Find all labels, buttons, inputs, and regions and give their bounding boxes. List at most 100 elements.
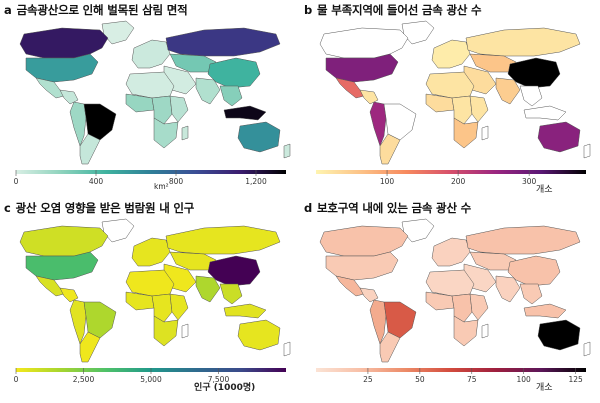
region-indonesia bbox=[523, 105, 567, 121]
region-west-africa bbox=[125, 291, 155, 311]
region-north-africa bbox=[125, 269, 175, 297]
panel-a-title-text: 금속광산으로 인해 벌목된 삼림 면적 bbox=[16, 3, 188, 17]
region-east-africa bbox=[169, 95, 189, 123]
region-usa bbox=[325, 53, 399, 83]
region-mexico bbox=[35, 77, 65, 99]
colorbar-b-tick-label: 300 bbox=[522, 177, 537, 186]
map-a bbox=[19, 20, 291, 165]
region-canada bbox=[19, 27, 109, 59]
region-southeast-asia bbox=[519, 85, 543, 107]
colorbar-d-tick-label: 75 bbox=[467, 375, 477, 384]
region-brazil bbox=[383, 103, 417, 141]
colorbar-d-tick-label: 50 bbox=[415, 375, 425, 384]
region-indonesia bbox=[223, 303, 267, 319]
colorbar-d-gradient bbox=[316, 368, 586, 372]
region-north-africa bbox=[125, 71, 175, 99]
region-nz bbox=[283, 341, 291, 357]
region-south-america-south bbox=[79, 331, 101, 363]
region-southern-africa bbox=[153, 117, 179, 149]
region-brazil bbox=[83, 301, 117, 339]
region-india bbox=[195, 275, 221, 303]
region-greenland bbox=[401, 218, 435, 243]
panel-a-title: a 금속광산으로 인해 벌목된 삼림 면적 bbox=[4, 2, 188, 18]
region-europe bbox=[131, 237, 171, 267]
region-canada bbox=[319, 27, 409, 59]
panel-b-letter: b bbox=[304, 3, 313, 17]
region-south-america-west bbox=[69, 299, 87, 345]
panel-d-letter: d bbox=[304, 201, 313, 215]
colorbar-d: 25 50 75 100 125 bbox=[316, 368, 586, 384]
colorbar-d-tick-label: 100 bbox=[517, 375, 532, 384]
panel-b-title: b 물 부족지역에 들어선 금속 광산 수 bbox=[304, 2, 482, 18]
region-nz bbox=[283, 143, 291, 159]
colorbar-a-tick-label: 0 bbox=[14, 177, 19, 186]
colorbar-d-unit: 개소 bbox=[536, 383, 553, 393]
colorbar-d-tick-label: 25 bbox=[363, 375, 373, 384]
colorbar-b-unit: 개소 bbox=[536, 185, 553, 195]
region-canada bbox=[319, 225, 409, 257]
region-nz bbox=[583, 143, 591, 159]
region-madagascar bbox=[481, 125, 489, 141]
region-russia bbox=[165, 27, 281, 57]
region-south-america-south bbox=[379, 133, 401, 165]
region-east-africa bbox=[469, 95, 489, 123]
panel-a-letter: a bbox=[4, 3, 12, 17]
region-usa bbox=[325, 251, 399, 281]
region-europe bbox=[131, 39, 171, 69]
region-west-africa bbox=[425, 93, 455, 113]
region-southern-africa bbox=[153, 315, 179, 347]
region-india bbox=[195, 77, 221, 105]
colorbar-c-tick-label: 7,500 bbox=[208, 375, 230, 384]
panel-d: d 보호구역 내에 있는 금속 광산 수 25 50 75 100 125 개소 bbox=[304, 200, 594, 396]
region-southeast-asia bbox=[219, 283, 243, 305]
region-central-america bbox=[59, 89, 79, 105]
panel-b-title-text: 물 부족지역에 들어선 금속 광산 수 bbox=[317, 3, 482, 17]
region-madagascar bbox=[481, 323, 489, 339]
colorbar-a-tick-label: 1,200 bbox=[245, 177, 267, 186]
region-south-america-west bbox=[69, 101, 87, 147]
panel-c-title-text: 광산 오염 영향을 받은 범람원 내 인구 bbox=[15, 201, 195, 215]
region-madagascar bbox=[181, 125, 189, 141]
map-b bbox=[319, 20, 591, 165]
colorbar-c-tick-label: 2,500 bbox=[73, 375, 95, 384]
panel-b: b 물 부족지역에 들어선 금속 광산 수 100 200 300 개소 bbox=[304, 2, 594, 198]
region-india bbox=[495, 275, 521, 303]
map-c bbox=[19, 218, 291, 363]
region-east-africa bbox=[169, 293, 189, 321]
panel-d-title-text: 보호구역 내에 있는 금속 광산 수 bbox=[317, 201, 472, 215]
colorbar-c-tick-label: 5,000 bbox=[140, 375, 162, 384]
colorbar-b-gradient bbox=[316, 170, 586, 174]
panel-c-letter: c bbox=[4, 201, 11, 215]
colorbar-b: 100 200 300 bbox=[316, 170, 586, 186]
region-china bbox=[507, 255, 561, 287]
colorbar-c: 0 2,500 5,000 7,500 bbox=[14, 368, 286, 384]
region-south-america-west bbox=[369, 299, 387, 345]
region-south-america-south bbox=[79, 133, 101, 165]
region-central-america bbox=[359, 89, 379, 105]
colorbar-a-tick-label: 400 bbox=[89, 177, 104, 186]
colorbar-b-tick-label: 100 bbox=[380, 177, 395, 186]
region-north-africa bbox=[425, 269, 475, 297]
region-central-america bbox=[59, 287, 79, 303]
region-indonesia bbox=[523, 303, 567, 319]
region-central-america bbox=[359, 287, 379, 303]
region-australia bbox=[237, 319, 281, 351]
region-madagascar bbox=[181, 323, 189, 339]
panel-c: c 광산 오염 영향을 받은 범람원 내 인구 0 2,500 5,000 7,500 … bbox=[4, 200, 294, 396]
region-australia bbox=[537, 121, 581, 153]
region-russia bbox=[465, 225, 581, 255]
panel-a: a 금속광산으로 인해 벌목된 삼림 면적 0 400 800 1,200 km² bbox=[4, 2, 294, 198]
region-east-africa bbox=[469, 293, 489, 321]
region-russia bbox=[465, 27, 581, 57]
region-china bbox=[507, 57, 561, 89]
region-europe bbox=[431, 39, 471, 69]
region-usa bbox=[25, 53, 99, 83]
colorbar-c-unit: 인구 (1000명) bbox=[194, 383, 256, 393]
panel-c-title: c 광산 오염 영향을 받은 범람원 내 인구 bbox=[4, 200, 194, 216]
region-usa bbox=[25, 251, 99, 281]
region-west-africa bbox=[125, 93, 155, 113]
region-canada bbox=[19, 225, 109, 257]
region-indonesia bbox=[223, 105, 267, 121]
colorbar-a-gradient bbox=[16, 170, 286, 174]
colorbar-a-unit: km² bbox=[154, 182, 169, 191]
